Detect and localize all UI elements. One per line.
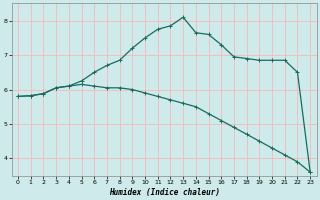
X-axis label: Humidex (Indice chaleur): Humidex (Indice chaleur) [108, 188, 220, 197]
